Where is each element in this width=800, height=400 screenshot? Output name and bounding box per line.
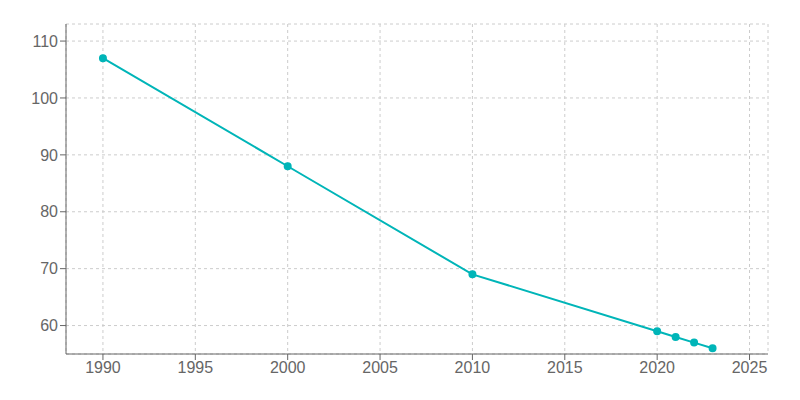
svg-text:2000: 2000 xyxy=(270,359,306,376)
svg-text:2010: 2010 xyxy=(455,359,491,376)
svg-text:60: 60 xyxy=(40,317,58,334)
svg-text:2005: 2005 xyxy=(362,359,398,376)
svg-text:100: 100 xyxy=(31,90,58,107)
svg-text:2020: 2020 xyxy=(639,359,675,376)
svg-text:2025: 2025 xyxy=(732,359,768,376)
svg-text:70: 70 xyxy=(40,260,58,277)
svg-text:1995: 1995 xyxy=(178,359,214,376)
svg-text:1990: 1990 xyxy=(85,359,121,376)
svg-text:80: 80 xyxy=(40,203,58,220)
svg-text:90: 90 xyxy=(40,147,58,164)
svg-text:2015: 2015 xyxy=(547,359,583,376)
svg-text:110: 110 xyxy=(32,33,58,50)
